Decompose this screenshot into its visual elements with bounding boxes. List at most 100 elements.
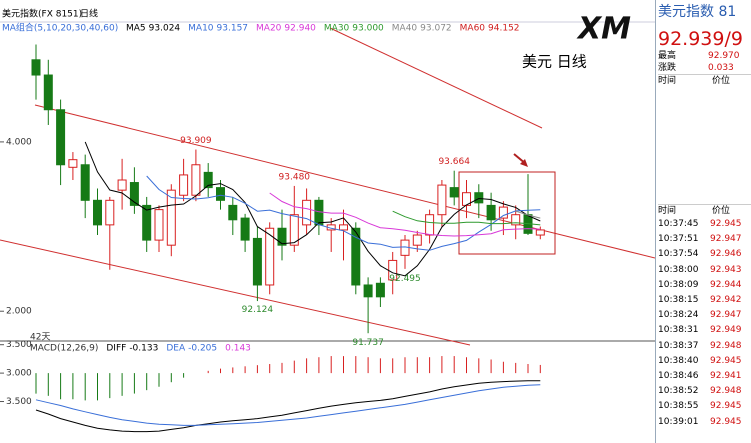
candle-body bbox=[449, 187, 459, 198]
tick-row: 10:37:54 92.946 bbox=[658, 248, 751, 260]
candle-body bbox=[43, 74, 53, 111]
header-row: 时间 价位 bbox=[658, 74, 751, 87]
tick-time: 10:39:01 bbox=[658, 416, 699, 427]
low-label: 92.495 bbox=[389, 274, 421, 284]
stat-row: 最高 92.970 bbox=[658, 50, 751, 62]
caption: 美元 日线 bbox=[522, 53, 587, 71]
tick-row: 10:38:46 92.941 bbox=[658, 370, 751, 382]
tick-time: 10:38:09 bbox=[658, 279, 699, 290]
tick-row: 10:38:00 92.943 bbox=[658, 264, 751, 276]
high-label: 93.480 bbox=[279, 172, 311, 182]
ma-group: MA组合(5,10,20,30,40,60) bbox=[2, 22, 118, 34]
ma-line bbox=[392, 210, 541, 226]
tick-time: 10:38:46 bbox=[658, 371, 699, 381]
tick-time: 10:38:31 bbox=[658, 325, 699, 336]
candle-body bbox=[289, 214, 299, 246]
stat-label: 最高 bbox=[658, 51, 677, 61]
candle-body bbox=[474, 192, 484, 204]
tick-row: 10:37:45 92.945 bbox=[658, 218, 751, 230]
tick-row: 10:37:51 92.947 bbox=[658, 233, 751, 245]
macd-legend: 0.143 bbox=[225, 344, 251, 354]
highlight-box bbox=[458, 171, 556, 255]
candle-body bbox=[252, 237, 262, 286]
candle-body bbox=[412, 234, 422, 246]
macd-legend: DIFF bbox=[106, 344, 126, 354]
tick-row: 10:38:24 92.947 bbox=[658, 309, 751, 321]
tick-time: 10:37:45 bbox=[658, 219, 699, 229]
candle-body bbox=[351, 227, 361, 286]
tick-row: 10:38:52 92.948 bbox=[658, 385, 751, 397]
candle-body bbox=[228, 204, 238, 221]
channel-line bbox=[0, 239, 471, 346]
candle-body bbox=[179, 174, 189, 196]
ma-value: 94.152 bbox=[488, 24, 520, 34]
tick-time: 10:38:52 bbox=[658, 386, 699, 397]
candle-body bbox=[498, 206, 508, 219]
candle-body bbox=[93, 199, 102, 226]
low-label: 92.124 bbox=[242, 305, 274, 315]
ma-value: 92.940 bbox=[284, 24, 316, 34]
tick-time: 10:38:40 bbox=[658, 355, 699, 366]
dea-line bbox=[35, 384, 541, 426]
candle-body bbox=[117, 179, 127, 191]
quote-name: 美元指数 81 bbox=[658, 4, 737, 20]
candle-body bbox=[31, 59, 41, 76]
candle-body bbox=[105, 199, 115, 226]
y-tick-label: 3.500 bbox=[6, 397, 32, 407]
candle-body bbox=[375, 282, 385, 298]
candle-body bbox=[80, 164, 90, 201]
tick-time: 10:38:55 bbox=[658, 401, 699, 412]
tick-time: 10:37:54 bbox=[658, 249, 699, 260]
tick-row: 10:38:31 92.949 bbox=[658, 324, 751, 336]
candle-body bbox=[437, 184, 447, 216]
tick-price: 92.944 bbox=[710, 279, 742, 290]
y-tick-label: 4.000 bbox=[6, 137, 32, 147]
tick-row: 10:38:09 92.944 bbox=[658, 279, 751, 291]
logo: XM bbox=[576, 12, 631, 47]
ma-name: MA30 bbox=[324, 24, 350, 34]
channel-line bbox=[34, 104, 656, 259]
col-head: 时间 bbox=[658, 76, 677, 86]
candle-body bbox=[535, 229, 545, 236]
tick-row: 10:38:55 92.945 bbox=[658, 400, 751, 412]
candle-body bbox=[511, 214, 521, 226]
col-head: 价位 bbox=[712, 76, 731, 86]
y-tick-label: 3.500 bbox=[6, 340, 32, 350]
col-head: 价位 bbox=[712, 206, 731, 216]
high-label: 93.909 bbox=[180, 136, 212, 146]
candle-body bbox=[216, 187, 225, 201]
macd-legend: MACD(12,26,9) bbox=[30, 344, 98, 354]
candle-body bbox=[154, 209, 164, 241]
y-tick-label: 3.000 bbox=[6, 369, 32, 379]
tick-price: 92.941 bbox=[710, 371, 742, 381]
tick-price: 92.948 bbox=[710, 386, 742, 397]
tick-price: 92.945 bbox=[710, 401, 742, 412]
ma-name: MA5 bbox=[126, 24, 146, 34]
stat-value: 0.033 bbox=[708, 63, 734, 73]
tick-time: 10:38:15 bbox=[658, 295, 699, 305]
candle-body bbox=[302, 199, 312, 226]
macd-legend: -0.133 bbox=[129, 344, 158, 354]
tick-time: 10:38:24 bbox=[658, 310, 699, 321]
tick-price: 92.945 bbox=[710, 355, 742, 366]
ma-name: MA20 bbox=[256, 24, 282, 34]
quote-price: 92.939/9 bbox=[658, 28, 743, 50]
candle-body bbox=[486, 204, 496, 221]
tick-time: 10:38:00 bbox=[658, 264, 699, 275]
candle-body bbox=[363, 284, 373, 298]
period: 日线 bbox=[80, 8, 98, 20]
tick-price: 92.942 bbox=[710, 295, 742, 305]
tick-price: 92.946 bbox=[710, 249, 742, 260]
candle-body bbox=[68, 159, 78, 168]
tick-row: 10:39:01 92.945 bbox=[658, 416, 751, 428]
macd-legend: DEA bbox=[166, 344, 186, 354]
quote-panel: 美元指数 81 92.939/9 时间 价位 时间 价位 最高 92.970 涨跌 0.0… bbox=[655, 0, 751, 443]
tick-time: 10:38:37 bbox=[658, 340, 699, 351]
candle-body bbox=[265, 227, 275, 286]
ma-value: 93.024 bbox=[149, 24, 181, 34]
candle-body bbox=[166, 189, 176, 246]
high-label: 93.664 bbox=[438, 157, 470, 167]
stat-row: 涨跌 0.033 bbox=[658, 62, 751, 74]
ma-value: 93.157 bbox=[217, 24, 249, 34]
